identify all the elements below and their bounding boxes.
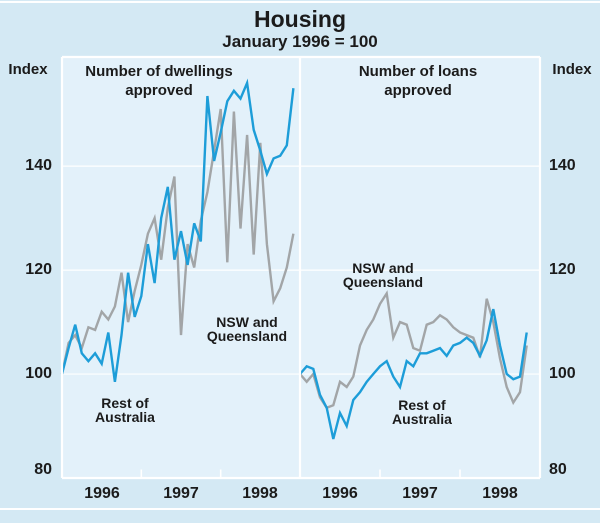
panel-title-line: Number of dwellings [85,63,233,80]
y-tick-label: 80 [34,461,52,478]
y-axis-unit-right: Index [552,61,592,78]
series-label-line: Queensland [342,274,424,290]
chart-title: Housing [254,6,346,32]
series-line-rest-of-australia [60,78,295,382]
panel-title-line: Number of loans [358,63,478,80]
y-tick-label: 80 [549,461,567,478]
y-tick-label: 100 [25,365,52,382]
series-label-rest-left: Rest of Australia [45,396,205,424]
panel-title-dwellings: Number of dwellings approved [49,62,269,100]
x-tick-label: 1997 [163,485,199,502]
y-tick-label: 140 [25,157,52,174]
x-tick-label: 1998 [242,485,278,502]
series-label-line: Australia [95,409,155,425]
panel-title-line: approved [125,82,193,99]
series-label-nsw-qld-right: NSW and Queensland [303,261,463,289]
y-axis-unit-left: Index [8,61,48,78]
series-label-nsw-qld-left: NSW and Queensland [167,315,327,343]
y-tick-label: 120 [549,261,576,278]
x-tick-label: 1997 [402,485,438,502]
y-tick-label: 120 [25,261,52,278]
series-label-line: Rest of [398,397,446,413]
chart-subtitle: January 1996 = 100 [222,32,378,51]
series-label-line: NSW and [352,260,414,276]
series-label-rest-right: Rest of Australia [342,398,502,426]
x-tick-label: 1996 [322,485,358,502]
x-tick-label: 1996 [84,485,120,502]
series-label-line: Queensland [206,328,288,344]
bottom-rule [0,508,600,510]
series-label-line: NSW and [216,314,278,330]
series-line-nsw-and-queensland [60,108,295,375]
top-rule [0,1,600,3]
series-line-rest-of-australia [299,308,528,440]
panel-title-loans: Number of loans approved [308,62,528,100]
panel-title-line: approved [384,82,452,99]
series-label-line: Rest of [101,395,149,411]
series-line-nsw-and-queensland [299,290,528,410]
series-label-line: Australia [392,411,452,427]
x-tick-label: 1998 [482,485,518,502]
y-tick-label: 100 [549,365,576,382]
y-tick-label: 140 [549,157,576,174]
